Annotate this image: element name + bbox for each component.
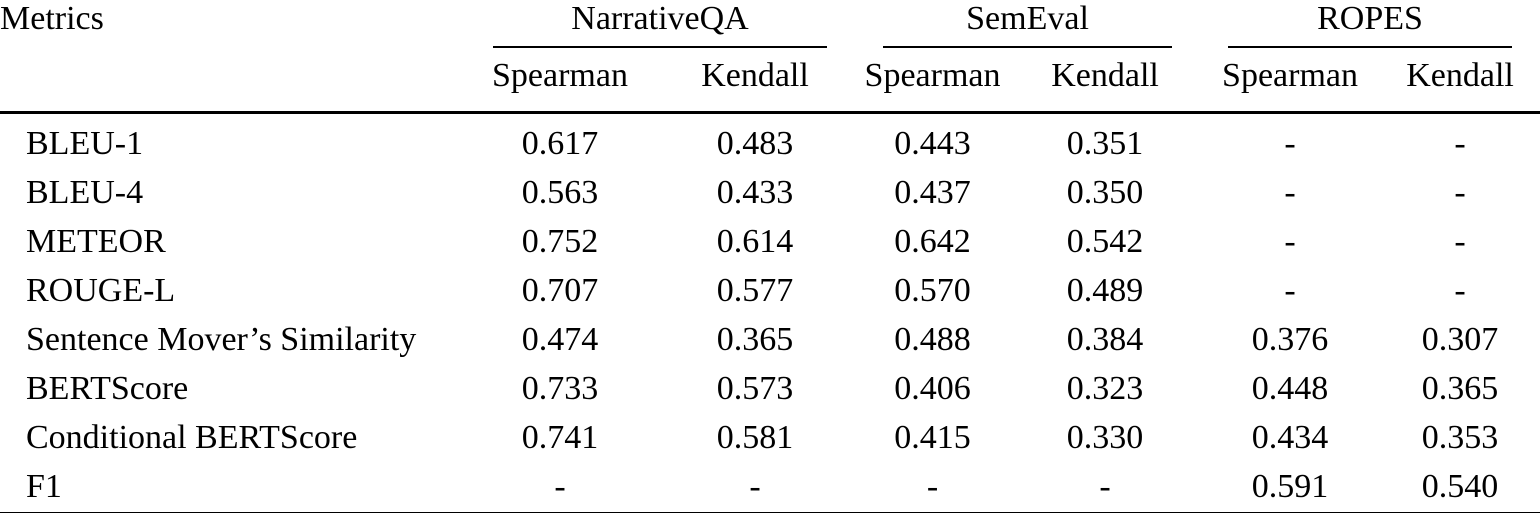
value-cell: - bbox=[1284, 223, 1296, 260]
subheader-semeval-spearman: Spearman bbox=[855, 48, 1011, 114]
value-cell: 0.434 bbox=[1251, 419, 1329, 456]
value-cell: 0.406 bbox=[894, 370, 971, 407]
value-cell: 0.443 bbox=[894, 125, 971, 162]
subheader-narrativeqa-kendall: Kendall bbox=[655, 48, 856, 114]
subheader-semeval-kendall: Kendall bbox=[1010, 48, 1201, 114]
value-cell: 0.384 bbox=[1066, 321, 1144, 358]
value-cell: 0.577 bbox=[716, 272, 794, 309]
table-row: BERTScore 0.733 0.573 0.406 0.323 0.448 0.365 bbox=[0, 365, 1540, 414]
table-row: F1- - - -0.591 0.540 bbox=[0, 462, 1540, 513]
value-cell: 0.488 bbox=[894, 321, 971, 358]
metric-name-cell: F1 bbox=[0, 462, 465, 513]
metrics-column-header: Metrics bbox=[0, 0, 465, 114]
subheader-ropes-kendall: Kendall bbox=[1380, 48, 1540, 114]
value-cell: 0.437 bbox=[894, 174, 971, 211]
table-row: BLEU-4 0.563 0.433 0.437 0.350 - - bbox=[0, 169, 1540, 218]
value-cell: 0.323 bbox=[1066, 370, 1144, 407]
table-row: METEOR 0.752 0.614 0.642 0.542 - - bbox=[0, 218, 1540, 267]
value-cell: 0.376 bbox=[1251, 321, 1329, 358]
subheader-narrativeqa-spearman: Spearman bbox=[465, 48, 655, 114]
value-cell: 0.307 bbox=[1421, 321, 1499, 358]
value-cell: - bbox=[1284, 174, 1296, 211]
value-cell: 0.563 bbox=[521, 174, 599, 211]
value-cell: - bbox=[1454, 223, 1466, 260]
table-row: BLEU-1 0.617 0.483 0.443 0.351 - - bbox=[0, 112, 1540, 169]
value-cell: 0.617 bbox=[521, 125, 599, 162]
value-cell: - bbox=[1454, 125, 1466, 162]
value-cell: 0.474 bbox=[521, 321, 599, 358]
value-cell: - bbox=[855, 462, 1011, 513]
value-cell: - bbox=[1284, 125, 1296, 162]
value-cell: 0.733 bbox=[521, 370, 599, 407]
value-cell: 0.351 bbox=[1066, 125, 1144, 162]
group-header-row: Metrics NarrativeQA SemEval ROPES bbox=[0, 0, 1540, 114]
group-header-narrativeqa: NarrativeQA bbox=[465, 0, 855, 48]
value-cell: - bbox=[655, 462, 856, 513]
value-cell: 0.741 bbox=[521, 419, 599, 456]
value-cell: - bbox=[465, 462, 655, 513]
value-cell: 0.489 bbox=[1066, 272, 1144, 309]
value-cell: 0.573 bbox=[716, 370, 794, 407]
value-cell: 0.570 bbox=[894, 272, 971, 309]
table-row: ROUGE-L 0.707 0.577 0.570 0.489 - - bbox=[0, 267, 1540, 316]
table-row: Sentence Mover’s Similarity 0.474 0.365 0.4… bbox=[0, 316, 1540, 365]
value-cell: - bbox=[1284, 272, 1296, 309]
table-row: Conditional BERTScore 0.741 0.581 0.415 0.33… bbox=[0, 414, 1540, 463]
metric-name-cell: METEOR bbox=[26, 223, 166, 260]
table-header: Metrics NarrativeQA SemEval ROPES Spearm… bbox=[0, 0, 1540, 114]
value-cell: 0.483 bbox=[716, 125, 794, 162]
value-cell: 0.350 bbox=[1066, 174, 1144, 211]
group-header-ropes: ROPES bbox=[1200, 0, 1540, 48]
metric-name-cell: ROUGE-L bbox=[26, 272, 176, 309]
value-cell: 0.642 bbox=[894, 223, 971, 260]
metric-name-cell: Sentence Mover’s Similarity bbox=[26, 321, 417, 358]
value-cell: 0.581 bbox=[716, 419, 794, 456]
value-cell: 0.591 bbox=[1200, 462, 1381, 513]
value-cell: 0.448 bbox=[1251, 370, 1329, 407]
metric-name-cell: BLEU-4 bbox=[26, 174, 144, 211]
value-cell: 0.542 bbox=[1066, 223, 1144, 260]
value-cell: 0.365 bbox=[716, 321, 794, 358]
table-body: BLEU-1 0.617 0.483 0.443 0.351- - BLEU-4 0.563 0… bbox=[0, 112, 1540, 513]
value-cell: 0.707 bbox=[521, 272, 599, 309]
value-cell: 0.614 bbox=[716, 223, 794, 260]
value-cell: 0.353 bbox=[1421, 419, 1499, 456]
metric-name-cell: BERTScore bbox=[26, 370, 189, 407]
subcolumn-header-row: Spearman Kendall Spearman Kendall Spearm… bbox=[0, 48, 1540, 114]
value-cell: 0.433 bbox=[716, 174, 794, 211]
metric-name-cell: BLEU-1 bbox=[26, 125, 144, 162]
subheader-ropes-spearman: Spearman bbox=[1200, 48, 1381, 114]
value-cell: 0.330 bbox=[1066, 419, 1144, 456]
value-cell: - bbox=[1010, 462, 1201, 513]
value-cell: 0.752 bbox=[521, 223, 599, 260]
metric-name-cell: Conditional BERTScore bbox=[26, 419, 358, 456]
value-cell: - bbox=[1454, 174, 1466, 211]
value-cell: 0.415 bbox=[894, 419, 971, 456]
value-cell: - bbox=[1454, 272, 1466, 309]
value-cell: 0.365 bbox=[1421, 370, 1499, 407]
group-header-semeval: SemEval bbox=[855, 0, 1200, 48]
value-cell: 0.540 bbox=[1380, 462, 1540, 513]
